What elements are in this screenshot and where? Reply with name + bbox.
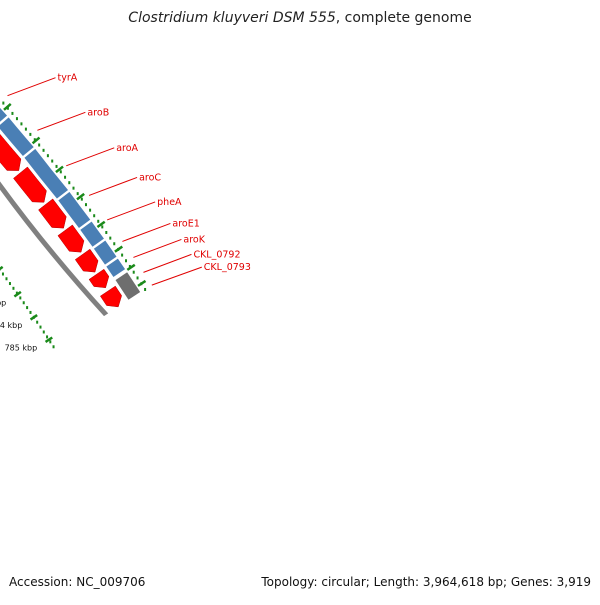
gene-arrow-6 [75, 249, 98, 272]
gc-dot-outer [56, 165, 58, 168]
map-title: Clostridium kluyveri DSM 555, complete g… [0, 10, 600, 26]
gc-dot-outer [125, 259, 127, 262]
gc-dot-outer [77, 192, 79, 195]
gc-dot-outer [121, 254, 123, 257]
gc-dot-outer [109, 237, 111, 240]
gc-dot-outer [97, 220, 99, 223]
tick-label: 785 kbp [5, 343, 38, 352]
gc-dot [39, 326, 41, 329]
label-leader-line [89, 177, 137, 195]
gene-label: aroE1 [172, 218, 199, 229]
tick-mark [31, 315, 38, 320]
gc-dot-outer [38, 143, 40, 146]
gc-dot [9, 282, 11, 285]
gene-label: tyrA [58, 73, 78, 84]
label-leader-line [8, 78, 56, 96]
gc-dot [46, 335, 48, 338]
gc-dot-outer [43, 149, 45, 152]
gene-label: pheA [157, 197, 182, 208]
gc-dot [19, 296, 21, 299]
outer-tick-mark [33, 138, 40, 144]
gc-dot [26, 306, 28, 309]
gene-label: aroB [87, 107, 109, 118]
gc-dot-outer [113, 242, 115, 245]
label-leader-line [107, 202, 155, 220]
gc-dot-outer [25, 128, 27, 131]
gc-dot-outer [16, 117, 18, 120]
gc-dot-outer [93, 214, 95, 217]
accession-label: Accession: NC_009706 [9, 575, 145, 589]
gc-dot-outer [47, 154, 49, 157]
gene-label: CKL_0793 [204, 262, 251, 273]
label-leader-line [152, 267, 202, 285]
gene-label: aroC [139, 172, 161, 183]
title-suffix: , complete genome [336, 10, 472, 26]
gc-dot [5, 277, 7, 280]
gc-dot-outer [72, 187, 74, 190]
gc-dot-outer [68, 181, 70, 184]
gene-label: CKL_0792 [193, 249, 240, 260]
gc-dot [23, 301, 25, 304]
gc-dot-outer [85, 203, 87, 206]
gene-label: aroK [183, 234, 205, 245]
label-leader-line [122, 223, 170, 241]
gc-dot [12, 287, 14, 290]
gc-dot-outer [60, 170, 62, 173]
gene-label: aroA [116, 143, 138, 154]
gc-dot-outer [2, 102, 4, 105]
label-leader-line [143, 254, 191, 272]
gc-dot-outer [133, 271, 135, 274]
gene-arrow-8 [100, 286, 121, 307]
gc-dot [49, 340, 51, 343]
label-leader-line [37, 112, 85, 130]
gc-dot [36, 321, 38, 324]
gc-dot-outer [51, 160, 53, 163]
gc-dot-outer [144, 288, 146, 291]
gc-dot-outer [64, 176, 66, 179]
gc-dot-outer [11, 112, 13, 115]
outer-tick-mark [115, 247, 122, 252]
label-leader-line [133, 239, 181, 257]
gc-dot-outer [101, 225, 103, 228]
gc-dot-outer [29, 133, 31, 136]
gc-dot-outer [20, 122, 22, 125]
gc-dot-outer [137, 276, 139, 279]
gc-dot [43, 330, 45, 333]
outer-tick-mark [127, 265, 134, 270]
genome-summary: Topology: circular; Length: 3,964,618 bp… [261, 575, 591, 589]
gc-dot [2, 273, 4, 276]
tick-mark [0, 267, 3, 272]
gc-dot [53, 345, 55, 348]
tick-label: 784 kbp [0, 321, 22, 330]
gc-dot-outer [105, 231, 107, 234]
gc-dot-outer [81, 198, 83, 201]
label-leader-line [66, 148, 114, 166]
gc-dot-outer [89, 209, 91, 212]
gc-dot [29, 311, 31, 314]
species-name: Clostridium kluyveri DSM 555 [128, 10, 335, 26]
tick-label: 783 kbp [0, 298, 6, 307]
